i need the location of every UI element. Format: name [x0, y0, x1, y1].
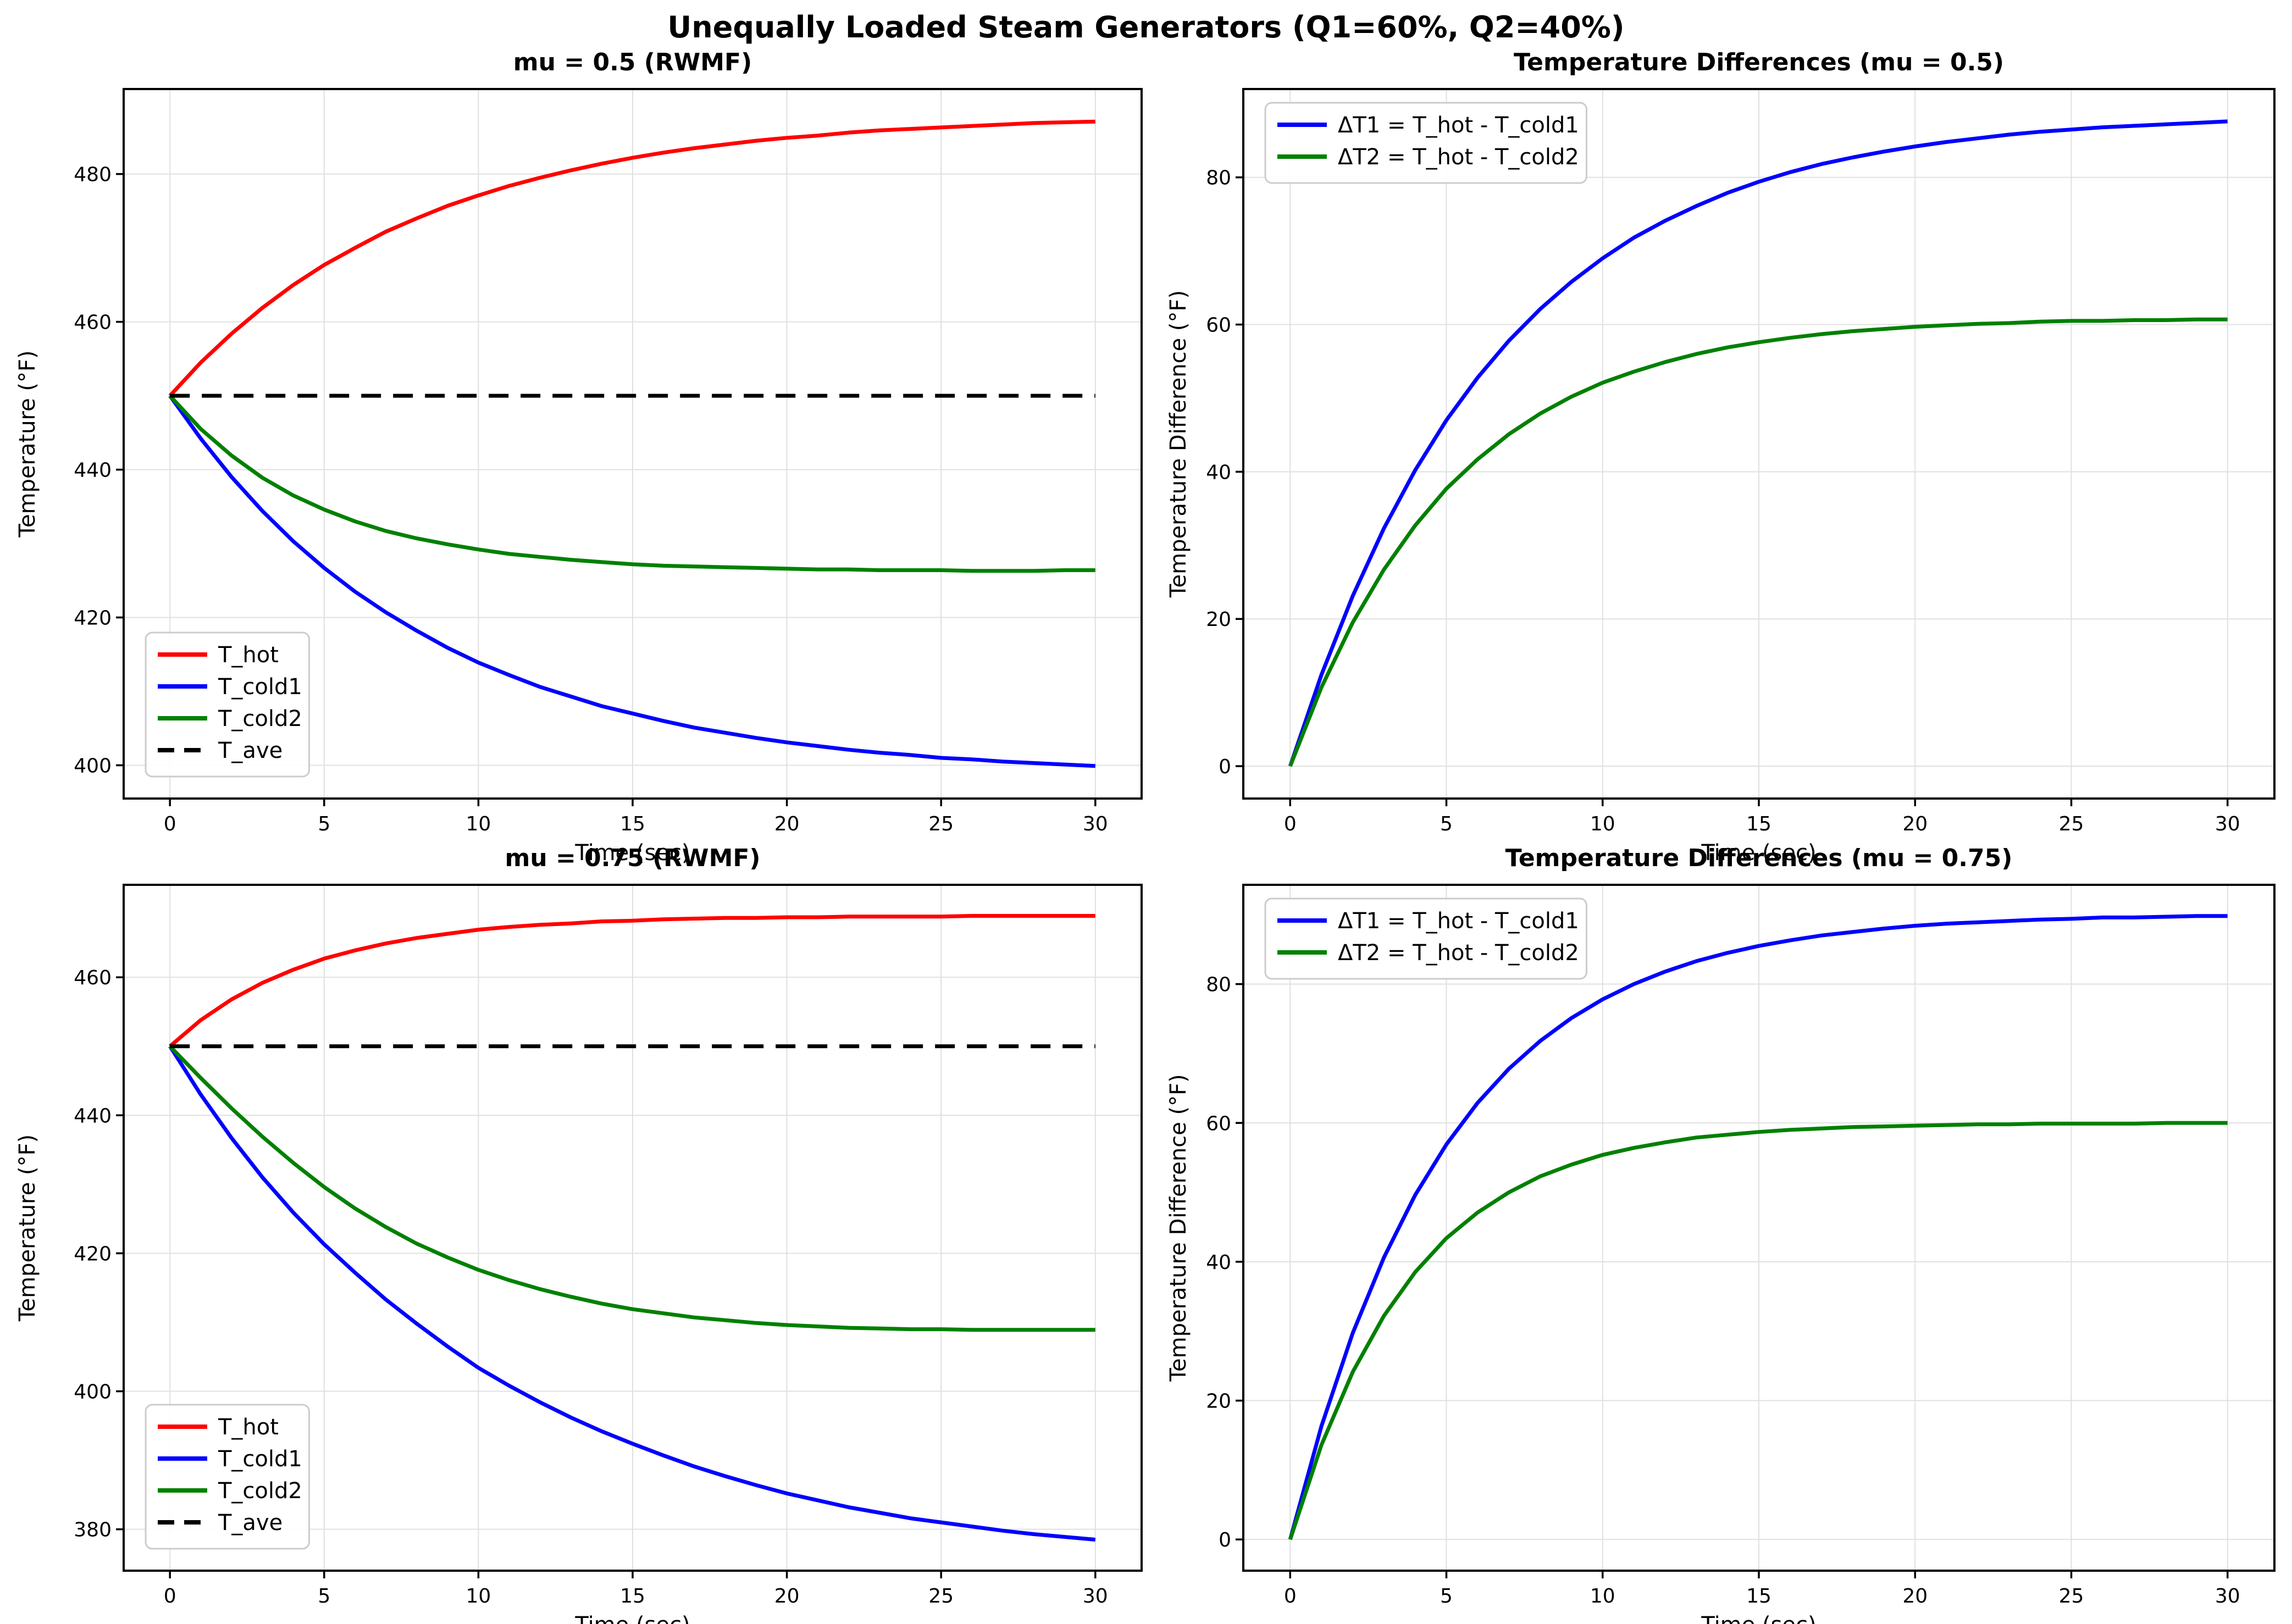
legend-label: T_cold2: [218, 1478, 302, 1504]
series-line-t-hot: [168, 914, 1095, 1048]
legend-box: [145, 631, 310, 778]
y-tick-label: 460: [74, 967, 112, 989]
subplot-title: mu = 0.5 (RWMF): [513, 48, 752, 76]
subplot-mu-0-75-temperatures: 0 5 10 15 20 25 30 380 400 420 440 460 mu = 0.75 (RW…: [15, 844, 1143, 1624]
y-tick-label: 460: [74, 312, 112, 334]
figure-suptitle: Unequally Loaded Steam Generators (Q1=60…: [667, 10, 1625, 45]
legend-label: T_ave: [218, 1510, 283, 1536]
legend: ΔT1 = T_hot - T_cold1 ΔT2 = T_hot - T_col…: [1264, 102, 1587, 184]
x-tick-label: 25: [2059, 1585, 2084, 1608]
x-tick-label: 30: [1083, 813, 1108, 835]
x-tick-label: 5: [1440, 813, 1453, 835]
subplot-mu-0-5-differences: 0 5 10 15 20 25 30 0 20 40 60 80 Temperature Differe…: [1166, 48, 2276, 866]
x-tick-label: 0: [1284, 813, 1297, 835]
x-tick-label: 5: [318, 1585, 330, 1608]
subplot-title: mu = 0.75 (RWMF): [505, 844, 760, 872]
y-tick-label: 40: [1206, 1251, 1231, 1274]
x-tick-label: 10: [1590, 813, 1615, 835]
legend-label: T_cold1: [218, 674, 302, 700]
y-tick-label: 440: [74, 459, 112, 482]
legend: T_hot T_cold1 T_cold2 T_ave: [145, 631, 310, 778]
legend-box: [145, 1404, 310, 1550]
x-tick-label: 25: [2059, 813, 2084, 835]
y-axis-label: Temperature Difference (°F): [1166, 290, 1191, 598]
x-tick-label: 0: [164, 1585, 176, 1608]
subplot-mu-0-75-differences: 0 5 10 15 20 25 30 0 20 40 60 80 Temperature Differe…: [1166, 844, 2276, 1624]
x-tick-label: 5: [318, 813, 330, 835]
x-tick-label: 30: [1083, 1585, 1108, 1608]
y-tick-label: 40: [1206, 461, 1231, 484]
series-line--t1-t-hot-t-cold1: [1288, 119, 2228, 767]
series-line-t-cold2: [168, 394, 1095, 573]
y-tick-label: 80: [1206, 167, 1231, 190]
y-tick-label: 60: [1206, 1112, 1231, 1135]
legend-label: ΔT2 = T_hot - T_cold2: [1338, 145, 1579, 170]
x-tick-label: 20: [774, 1585, 800, 1608]
legend: T_hot T_cold1 T_cold2 T_ave: [145, 1404, 310, 1550]
x-tick-label: 0: [164, 813, 176, 835]
series-line-t-cold1: [168, 1045, 1096, 1542]
y-tick-label: 420: [74, 1243, 112, 1265]
y-tick-label: 420: [74, 607, 112, 630]
x-axis-label: Time (sec): [574, 1612, 690, 1624]
legend-label: ΔT2 = T_hot - T_cold2: [1338, 940, 1579, 966]
series-line-t-cold2: [168, 1045, 1095, 1332]
y-axis-label: Temperature Difference (°F): [1166, 1074, 1191, 1382]
legend-box: [1264, 102, 1587, 184]
x-tick-label: 20: [774, 813, 800, 835]
x-tick-label: 0: [1284, 1585, 1297, 1608]
x-tick-label: 15: [620, 813, 645, 835]
y-tick-label: 440: [74, 1105, 112, 1127]
y-tick-label: 0: [1219, 1529, 1231, 1551]
y-axis-label: Temperature (°F): [15, 350, 40, 537]
legend-label: T_cold1: [218, 1446, 302, 1472]
y-tick-label: 400: [74, 755, 112, 777]
y-axis-label: Temperature (°F): [15, 1134, 40, 1322]
legend-box: [1264, 897, 1587, 980]
subplot-mu-0-5-temperatures: 0 5 10 15 20 25 30 400 420 440 460 480 mu = 0.5 (RWM…: [15, 48, 1143, 866]
x-tick-label: 20: [1902, 1585, 1928, 1608]
series-line--t2-t-hot-t-cold2: [1288, 1121, 2228, 1540]
legend-label: ΔT1 = T_hot - T_cold1: [1338, 113, 1579, 138]
y-tick-label: 80: [1206, 974, 1231, 996]
subplot-title: Temperature Differences (mu = 0.5): [1514, 48, 2004, 76]
y-tick-label: 400: [74, 1381, 112, 1404]
x-tick-label: 15: [1746, 1585, 1771, 1608]
legend: ΔT1 = T_hot - T_cold1 ΔT2 = T_hot - T_col…: [1264, 897, 1587, 980]
y-tick-label: 20: [1206, 1390, 1231, 1413]
series-line-t-hot: [168, 119, 1095, 397]
x-tick-label: 10: [466, 1585, 491, 1608]
y-tick-label: 20: [1206, 608, 1231, 631]
legend-label: T_hot: [218, 642, 279, 668]
x-tick-label: 30: [2215, 813, 2240, 835]
x-axis-label: Time (sec): [1701, 1612, 1816, 1624]
series-line--t2-t-hot-t-cold2: [1288, 317, 2228, 767]
x-tick-label: 25: [928, 813, 954, 835]
series-line-t-cold1: [168, 395, 1095, 768]
x-tick-label: 20: [1902, 813, 1928, 835]
x-tick-label: 10: [1590, 1585, 1615, 1608]
x-tick-label: 5: [1440, 1585, 1453, 1608]
series-line--t1-t-hot-t-cold1: [1288, 914, 2228, 1540]
x-tick-label: 25: [928, 1585, 954, 1608]
y-tick-label: 380: [74, 1519, 112, 1542]
subplot-title: Temperature Differences (mu = 0.75): [1505, 844, 2013, 872]
x-axis-label: Time (sec): [1701, 840, 1816, 866]
x-tick-label: 30: [2215, 1585, 2240, 1608]
x-tick-label: 15: [620, 1585, 645, 1608]
y-tick-label: 480: [74, 164, 112, 186]
x-axis-label: Time (sec): [574, 840, 690, 866]
legend-label: ΔT1 = T_hot - T_cold1: [1338, 908, 1579, 934]
x-tick-label: 15: [1746, 813, 1771, 835]
y-tick-label: 0: [1219, 756, 1231, 778]
legend-label: T_ave: [218, 738, 283, 763]
x-tick-label: 10: [466, 813, 491, 835]
legend-label: T_hot: [218, 1415, 279, 1440]
legend-label: T_cold2: [218, 706, 302, 731]
y-tick-label: 60: [1206, 314, 1231, 337]
